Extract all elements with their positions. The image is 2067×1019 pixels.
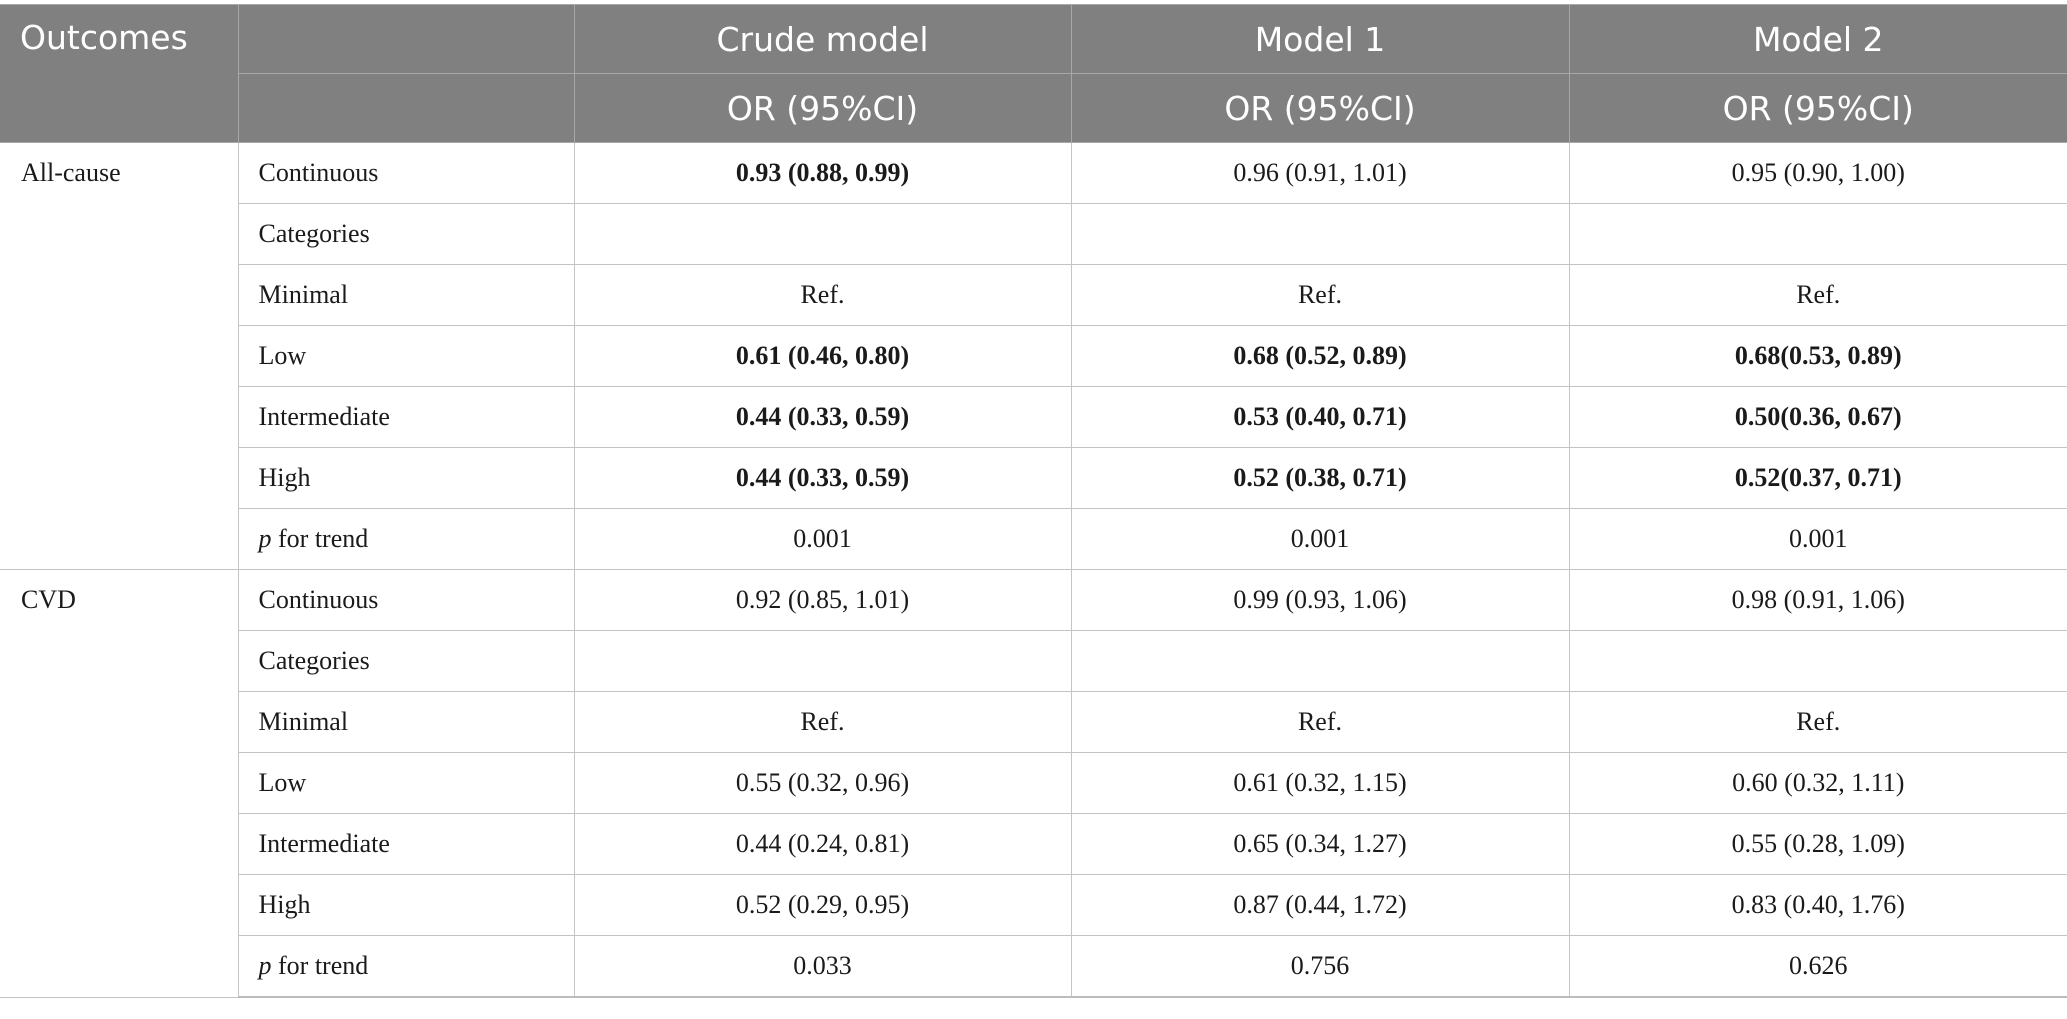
or-value-cell: 0.626 [1568, 935, 2067, 998]
row-label: Low [237, 325, 575, 387]
row-label: High [237, 874, 575, 936]
outcome-label: CVD [0, 569, 239, 998]
or-value-cell: 0.44 (0.33, 0.59) [573, 447, 1072, 509]
or-value-cell [1070, 630, 1570, 692]
p-symbol: p [258, 951, 272, 980]
table-row: High 0.52 (0.29, 0.95) 0.87 (0.44, 1.72) 0.… [0, 874, 2067, 936]
table-header: Outcomes Crude model Model 1 Model 2 OR … [0, 4, 2067, 143]
or-value-cell: 0.92 (0.85, 1.01) [573, 569, 1072, 631]
table-row: CVD Continuous 0.92 (0.85, 1.01) 0.99 (0.93… [0, 569, 2067, 998]
or-value-cell: 0.99 (0.93, 1.06) [1070, 569, 1570, 631]
p-for-trend-text: for trend [271, 524, 369, 553]
row-label-column-header [237, 4, 575, 74]
row-label: Continuous [237, 142, 575, 204]
or-value-cell: 0.61 (0.32, 1.15) [1070, 752, 1570, 814]
or-value-cell [573, 630, 1072, 692]
or-value-cell: 0.50(0.36, 0.67) [1568, 386, 2067, 448]
or-value-cell: 0.44 (0.24, 0.81) [573, 813, 1072, 875]
table-row: Low 0.55 (0.32, 0.96) 0.61 (0.32, 1.15) 0.6… [0, 752, 2067, 814]
or-value-cell: 0.95 (0.90, 1.00) [1568, 142, 2067, 204]
or-value-cell: 0.033 [573, 935, 1072, 998]
header-row-measures: OR (95%CI) OR (95%CI) OR (95%CI) [0, 73, 2067, 143]
or-value-cell: Ref. [1070, 691, 1570, 753]
model-1-header: Model 1 [1070, 4, 1570, 74]
or-value-cell: 0.68 (0.52, 0.89) [1070, 325, 1570, 387]
table-body: All-cause Continuous 0.93 (0.88, 0.99) 0.96… [0, 142, 2067, 998]
table-row: Intermediate 0.44 (0.33, 0.59) 0.53 (0.40,… [0, 386, 2067, 448]
table-row: Minimal Ref. Ref. Ref. [0, 691, 2067, 753]
row-label: Categories [237, 203, 575, 265]
row-label: High [237, 447, 575, 509]
or-value-cell: Ref. [573, 264, 1072, 326]
table-row: High 0.44 (0.33, 0.59) 0.52 (0.38, 0.71) 0.… [0, 447, 2067, 509]
model-2-header: Model 2 [1568, 4, 2067, 74]
or-value-cell: 0.60 (0.32, 1.11) [1568, 752, 2067, 814]
or-value-cell [1568, 203, 2067, 265]
or-value-cell: 0.96 (0.91, 1.01) [1070, 142, 1570, 204]
crude-model-header: Crude model [573, 4, 1072, 74]
row-label: p for trend [237, 508, 575, 570]
model-1-measure-header: OR (95%CI) [1070, 73, 1570, 143]
or-value-cell: 0.52(0.37, 0.71) [1568, 447, 2067, 509]
row-label: Minimal [237, 691, 575, 753]
row-label: Low [237, 752, 575, 814]
row-label: Intermediate [237, 813, 575, 875]
table-row: p for trend 0.033 0.756 0.626 [0, 935, 2067, 998]
or-value-cell [573, 203, 1072, 265]
or-value-cell: 0.52 (0.38, 0.71) [1070, 447, 1570, 509]
or-value-cell: 0.53 (0.40, 0.71) [1070, 386, 1570, 448]
outcome-label: All-cause [0, 142, 239, 570]
or-value-cell: 0.55 (0.28, 1.09) [1568, 813, 2067, 875]
or-value-cell: 0.93 (0.88, 0.99) [573, 142, 1072, 204]
outcomes-column-header: Outcomes [0, 4, 239, 143]
or-value-cell: 0.68(0.53, 0.89) [1568, 325, 2067, 387]
table-row: Intermediate 0.44 (0.24, 0.81) 0.65 (0.34,… [0, 813, 2067, 875]
table-row: All-cause Continuous 0.93 (0.88, 0.99) 0.96… [0, 142, 2067, 570]
or-value-cell: Ref. [573, 691, 1072, 753]
or-value-cell: 0.52 (0.29, 0.95) [573, 874, 1072, 936]
or-value-cell: 0.55 (0.32, 0.96) [573, 752, 1072, 814]
or-value-cell: 0.87 (0.44, 1.72) [1070, 874, 1570, 936]
or-value-cell: Ref. [1070, 264, 1570, 326]
or-value-cell: 0.65 (0.34, 1.27) [1070, 813, 1570, 875]
or-value-cell: 0.756 [1070, 935, 1570, 998]
p-for-trend-text: for trend [271, 951, 369, 980]
table-row: p for trend 0.001 0.001 0.001 [0, 508, 2067, 570]
p-symbol: p [258, 524, 272, 553]
or-value-cell: 0.61 (0.46, 0.80) [573, 325, 1072, 387]
or-value-cell: 0.001 [1568, 508, 2067, 570]
or-value-cell: Ref. [1568, 264, 2067, 326]
results-table: Outcomes Crude model Model 1 Model 2 OR … [0, 4, 2067, 998]
or-value-cell [1568, 630, 2067, 692]
row-label-column-subheader [237, 73, 575, 143]
or-value-cell: 0.44 (0.33, 0.59) [573, 386, 1072, 448]
or-value-cell: Ref. [1568, 691, 2067, 753]
or-value-cell: 0.001 [1070, 508, 1570, 570]
table-row: Categories [0, 630, 2067, 692]
or-value-cell: 0.98 (0.91, 1.06) [1568, 569, 2067, 631]
or-value-cell [1070, 203, 1570, 265]
table-row: Minimal Ref. Ref. Ref. [0, 264, 2067, 326]
row-label: Intermediate [237, 386, 575, 448]
row-label: p for trend [237, 935, 575, 998]
table-row: Low 0.61 (0.46, 0.80) 0.68 (0.52, 0.89) 0.6… [0, 325, 2067, 387]
row-label: Continuous [237, 569, 575, 631]
table-row: Categories [0, 203, 2067, 265]
or-value-cell: 0.001 [573, 508, 1072, 570]
crude-model-measure-header: OR (95%CI) [573, 73, 1072, 143]
or-value-cell: 0.83 (0.40, 1.76) [1568, 874, 2067, 936]
model-2-measure-header: OR (95%CI) [1568, 73, 2067, 143]
header-row-models: Outcomes Crude model Model 1 Model 2 [0, 4, 2067, 143]
row-label: Categories [237, 630, 575, 692]
row-label: Minimal [237, 264, 575, 326]
